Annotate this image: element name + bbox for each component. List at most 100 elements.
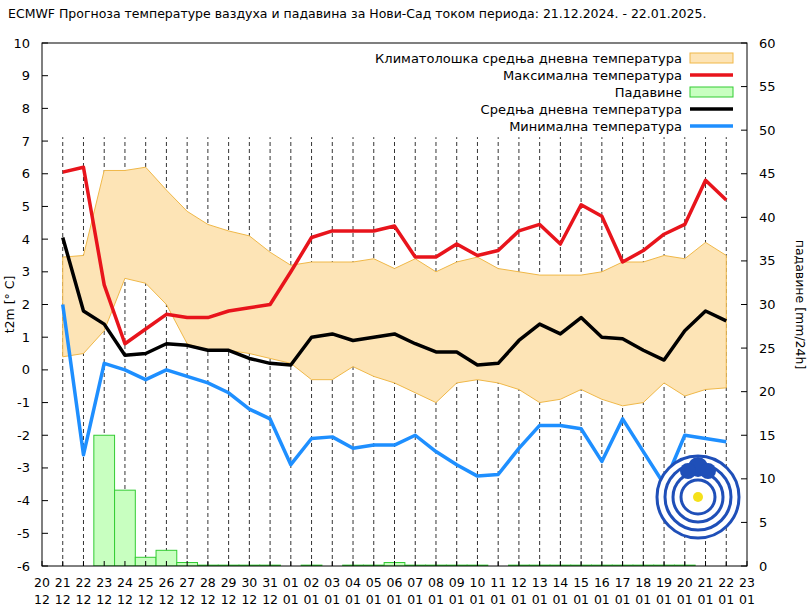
y2-tick-label: 45	[759, 166, 776, 181]
y2-tick	[741, 348, 747, 349]
y2-tick	[741, 522, 747, 523]
x-tick-label: 0701	[407, 575, 423, 607]
y2-tick-label: 35	[759, 253, 776, 268]
y-tick-label: 5	[22, 199, 30, 214]
chart: ECMWF Прогноза температуре ваздуха и пад…	[0, 0, 809, 610]
precip-bar	[135, 557, 156, 566]
x-tick-label: 3112	[262, 575, 278, 607]
y-tick-label: 6	[22, 166, 30, 181]
x-tick	[539, 561, 540, 566]
legend-swatch	[690, 107, 733, 111]
x-tick-label: 2201	[718, 575, 734, 607]
x-tick-label: 2101	[698, 575, 714, 607]
x-tick	[104, 561, 105, 566]
x-tick	[601, 561, 602, 566]
y2-tick-label: 15	[759, 428, 776, 443]
y-tick-label: -4	[17, 493, 30, 508]
logo-sun	[693, 492, 703, 502]
x-tick-label: 1601	[594, 575, 610, 607]
y-tick-label: 9	[22, 68, 30, 83]
x-tick-label: 2912	[221, 575, 237, 607]
x-tick-label: 2712	[179, 575, 195, 607]
y-tick-label: 8	[22, 101, 30, 116]
y2-tick-label: 10	[759, 471, 776, 486]
x-tick-label: 2112	[55, 575, 71, 607]
y2-tick	[741, 217, 747, 218]
x-tick-label: 3012	[241, 575, 257, 607]
x-tick	[684, 561, 685, 566]
y-tick-label: 4	[22, 232, 30, 247]
temp-line	[63, 305, 727, 485]
x-tick-label: 0601	[387, 575, 403, 607]
x-tick	[124, 561, 125, 566]
x-tick-label: 2001	[677, 575, 693, 607]
x-tick	[581, 561, 582, 566]
y2-tick	[741, 260, 747, 261]
x-tick	[415, 561, 416, 566]
x-tick-label: 1101	[490, 575, 506, 607]
x-tick-label: 0901	[449, 575, 465, 607]
x-tick-label: 2512	[138, 575, 154, 607]
y-tick	[42, 566, 48, 567]
precip-bar	[115, 490, 136, 566]
x-tick-label: 1201	[511, 575, 527, 607]
y-tick	[42, 435, 48, 436]
y2-tick	[741, 391, 747, 392]
y-tick-label: 3	[22, 264, 30, 279]
legend-label: Средња дневна температура	[481, 102, 682, 117]
x-tick	[228, 561, 229, 566]
x-tick-label: 2212	[76, 575, 92, 607]
x-tick-label: 2312	[96, 575, 112, 607]
y2-tick-label: 5	[759, 515, 767, 530]
y-tick-label: 2	[22, 297, 30, 312]
legend-label: Падавине	[615, 85, 682, 100]
x-tick	[394, 561, 395, 566]
x-tick-label: 1401	[552, 575, 568, 607]
precip-bar	[94, 435, 115, 566]
logo-ring	[681, 480, 715, 514]
x-tick-label: 1701	[615, 575, 631, 607]
logo-ring	[673, 472, 723, 522]
x-tick	[311, 561, 312, 566]
logo-cloud	[700, 463, 716, 479]
y-tick-label: 0	[22, 362, 30, 377]
y2-tick	[741, 435, 747, 436]
y-tick-label: 7	[22, 134, 30, 149]
x-tick	[622, 561, 623, 566]
x-tick	[726, 561, 727, 566]
y2-tick	[741, 43, 747, 44]
y2-tick-label: 40	[759, 210, 776, 225]
logo-ring	[657, 456, 739, 538]
title: ECMWF Прогноза температуре ваздуха и пад…	[8, 6, 706, 21]
temp-line	[63, 237, 727, 364]
x-tick-label: 2412	[117, 575, 133, 607]
x-tick-label: 2012	[34, 575, 50, 607]
background	[0, 0, 809, 610]
x-tick	[643, 561, 644, 566]
legend-label: Климатолошка средња дневна температура	[375, 51, 682, 66]
y-tick-label: 10	[13, 36, 30, 51]
y2-tick-label: 55	[759, 79, 776, 94]
y-tick	[42, 402, 48, 403]
x-tick-label: 2301	[739, 575, 755, 607]
x-tick-label: 0201	[304, 575, 320, 607]
y2-axis-title: падавине [mm/24h]	[793, 240, 808, 370]
legend-swatch	[690, 53, 733, 63]
y-tick-label: -3	[17, 460, 30, 475]
y-axis-title: t2m [° C]	[2, 276, 17, 334]
x-tick	[498, 561, 499, 566]
y-tick	[42, 304, 48, 305]
y-tick-label: -5	[17, 526, 30, 541]
x-tick-label: 0301	[324, 575, 340, 607]
y-tick	[42, 141, 48, 142]
x-tick-label: 2612	[158, 575, 174, 607]
x-tick	[166, 561, 167, 566]
y-tick	[42, 467, 48, 468]
y-tick	[42, 239, 48, 240]
y2-tick	[741, 566, 747, 567]
x-tick	[42, 561, 43, 566]
x-tick	[456, 561, 457, 566]
y-tick	[42, 369, 48, 370]
legend-swatch	[690, 124, 733, 128]
y2-tick	[741, 130, 747, 131]
